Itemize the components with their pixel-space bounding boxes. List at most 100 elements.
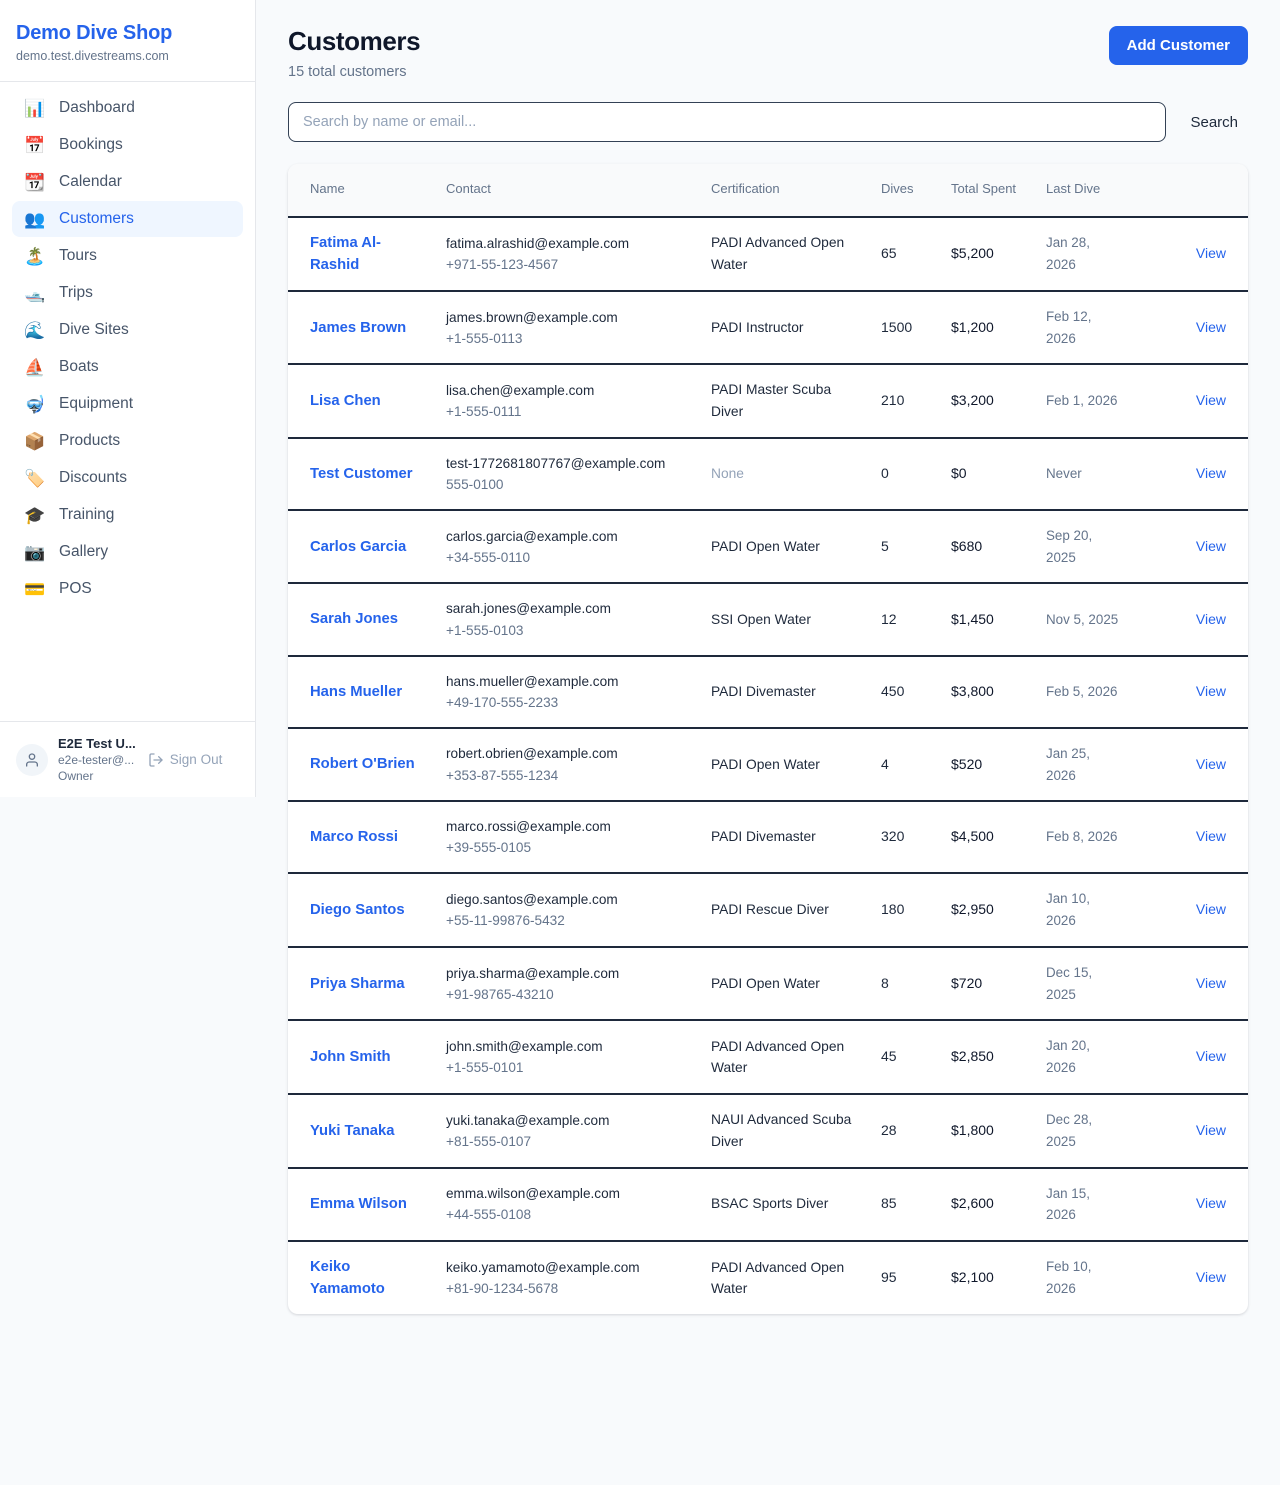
- view-customer-link[interactable]: View: [1195, 392, 1226, 409]
- sidebar-item-products[interactable]: 📦 Products: [12, 423, 243, 459]
- customer-name-link[interactable]: Marco Rossi: [310, 829, 398, 846]
- customer-name-link[interactable]: Diego Santos: [310, 902, 405, 919]
- cell-actions: View: [1131, 1020, 1248, 1095]
- cell-certification: None: [701, 437, 871, 511]
- view-customer-link[interactable]: View: [1195, 1048, 1226, 1065]
- sign-out-button[interactable]: Sign Out: [148, 752, 222, 768]
- view-customer-link[interactable]: View: [1195, 682, 1226, 699]
- cell-actions: View: [1131, 1241, 1248, 1314]
- cell-last-dive: Jan 15, 2026: [1036, 1167, 1131, 1243]
- customer-name-link[interactable]: Test Customer: [310, 465, 413, 482]
- customer-name-link[interactable]: James Brown: [310, 319, 407, 336]
- view-customer-link[interactable]: View: [1195, 1195, 1226, 1212]
- cell-actions: View: [1131, 946, 1248, 1022]
- view-customer-link[interactable]: View: [1195, 1121, 1226, 1138]
- search-input[interactable]: [288, 102, 1167, 142]
- customer-phone: +971-55-123-4567: [446, 256, 559, 272]
- sidebar-item-dive-sites[interactable]: 🌊 Dive Sites: [12, 312, 243, 348]
- calendar-icon: 📆: [24, 172, 46, 192]
- customer-name-link[interactable]: Robert O'Brien: [310, 756, 415, 773]
- sidebar-item-calendar[interactable]: 📆 Calendar: [12, 164, 243, 200]
- view-customer-link[interactable]: View: [1195, 828, 1226, 845]
- view-customer-link[interactable]: View: [1195, 244, 1226, 261]
- sidebar-item-trips[interactable]: 🛥️ Trips: [12, 275, 243, 311]
- sidebar-item-dashboard[interactable]: 📊 Dashboard: [12, 90, 243, 126]
- cell-actions: View: [1131, 1093, 1248, 1169]
- add-customer-button[interactable]: Add Customer: [1108, 26, 1248, 65]
- cell-actions: View: [1131, 216, 1248, 292]
- customer-name-link[interactable]: John Smith: [310, 1049, 391, 1066]
- view-customer-link[interactable]: View: [1195, 974, 1226, 991]
- customer-name-link[interactable]: Emma Wilson: [310, 1196, 407, 1213]
- cell-contact: robert.obrien@example.com +353-87-555-123…: [436, 727, 701, 803]
- customer-name-link[interactable]: Fatima Al-Rashid: [310, 234, 381, 273]
- cell-last-dive: Dec 28, 2025: [1036, 1093, 1131, 1169]
- customer-email: emma.wilson@example.com: [446, 1186, 620, 1202]
- dives-value: 320: [881, 828, 905, 845]
- total-spent-value: $1,800: [951, 1121, 994, 1138]
- sidebar-item-equipment[interactable]: 🤿 Equipment: [12, 386, 243, 422]
- last-dive-value: Dec 28, 2025: [1046, 1111, 1093, 1149]
- certification-value: PADI Open Water: [711, 538, 820, 554]
- cell-total-spent: $2,950: [941, 873, 1036, 948]
- customers-table: Name Contact Certification Dives Total S…: [288, 164, 1248, 1314]
- customer-name-link[interactable]: Keiko Yamamoto: [310, 1259, 385, 1298]
- sidebar-item-tours[interactable]: 🏝️ Tours: [12, 238, 243, 274]
- customer-email: carlos.garcia@example.com: [446, 528, 618, 544]
- logout-icon: [149, 752, 163, 767]
- sidebar-item-label: Customers: [59, 210, 134, 227]
- view-customer-link[interactable]: View: [1195, 610, 1226, 627]
- last-dive-value: Feb 1, 2026: [1046, 393, 1118, 409]
- last-dive-value: Feb 5, 2026: [1046, 683, 1118, 699]
- customer-name-link[interactable]: Carlos Garcia: [310, 538, 407, 555]
- last-dive-value: Jan 20, 2026: [1046, 1038, 1090, 1076]
- cell-certification: BSAC Sports Diver: [701, 1167, 871, 1243]
- table-row: Robert O'Brien robert.obrien@example.com +…: [288, 727, 1248, 803]
- customer-name-link[interactable]: Hans Mueller: [310, 683, 403, 700]
- sidebar-item-training[interactable]: 🎓 Training: [12, 497, 243, 533]
- cell-last-dive: Feb 10, 2026: [1036, 1241, 1131, 1314]
- view-customer-link[interactable]: View: [1195, 465, 1226, 482]
- cell-contact: hans.mueller@example.com +49-170-555-2233: [436, 655, 701, 729]
- table-row: Carlos Garcia carlos.garcia@example.com +3…: [288, 509, 1248, 585]
- cell-actions: View: [1131, 873, 1248, 948]
- sidebar-item-label: Dive Sites: [59, 321, 129, 338]
- sidebar-item-label: Discounts: [59, 469, 128, 486]
- customer-name-link[interactable]: Lisa Chen: [310, 393, 381, 410]
- sidebar-item-bookings[interactable]: 📅 Bookings: [12, 127, 243, 163]
- sidebar-item-gallery[interactable]: 📷 Gallery: [12, 534, 243, 570]
- cell-dives: 450: [871, 655, 941, 729]
- customer-name-link[interactable]: Sarah Jones: [310, 611, 399, 628]
- cell-dives: 8: [871, 946, 941, 1022]
- view-customer-link[interactable]: View: [1195, 901, 1226, 918]
- customer-name-link[interactable]: Priya Sharma: [310, 975, 405, 992]
- cell-contact: lisa.chen@example.com +1-555-0111: [436, 364, 701, 439]
- cell-certification: SSI Open Water: [701, 583, 871, 657]
- sidebar-item-label: Calendar: [59, 173, 122, 190]
- cell-dives: 1500: [871, 290, 941, 366]
- dives-value: 450: [881, 682, 905, 699]
- view-customer-link[interactable]: View: [1195, 537, 1226, 554]
- cell-dives: 95: [871, 1241, 941, 1314]
- sidebar-item-customers[interactable]: 👥 Customers: [12, 201, 243, 237]
- customer-name-link[interactable]: Yuki Tanaka: [310, 1122, 395, 1139]
- column-header-last-dive: Last Dive: [1036, 164, 1131, 218]
- table-head: Name Contact Certification Dives Total S…: [288, 164, 1248, 218]
- cell-last-dive: Jan 28, 2026: [1036, 216, 1131, 292]
- cell-dives: 45: [871, 1020, 941, 1095]
- cell-name: Emma Wilson: [288, 1167, 436, 1243]
- view-customer-link[interactable]: View: [1195, 318, 1226, 335]
- customer-email: keiko.yamamoto@example.com: [446, 1260, 640, 1276]
- sidebar-item-boats[interactable]: ⛵ Boats: [12, 349, 243, 385]
- sidebar-item-pos[interactable]: 💳 POS: [12, 571, 243, 607]
- table-body: Fatima Al-Rashid fatima.alrashid@example.…: [288, 216, 1248, 1315]
- sidebar-item-label: POS: [59, 580, 92, 597]
- view-customer-link[interactable]: View: [1195, 1269, 1226, 1286]
- search-button[interactable]: Search: [1180, 106, 1248, 139]
- certification-value: BSAC Sports Diver: [711, 1196, 829, 1212]
- cell-name: Lisa Chen: [288, 364, 436, 439]
- view-customer-link[interactable]: View: [1195, 755, 1226, 772]
- bar-chart-icon: 📊: [24, 98, 46, 118]
- cell-certification: PADI Advanced Open Water: [701, 1241, 871, 1314]
- sidebar-item-discounts[interactable]: 🏷️ Discounts: [12, 460, 243, 496]
